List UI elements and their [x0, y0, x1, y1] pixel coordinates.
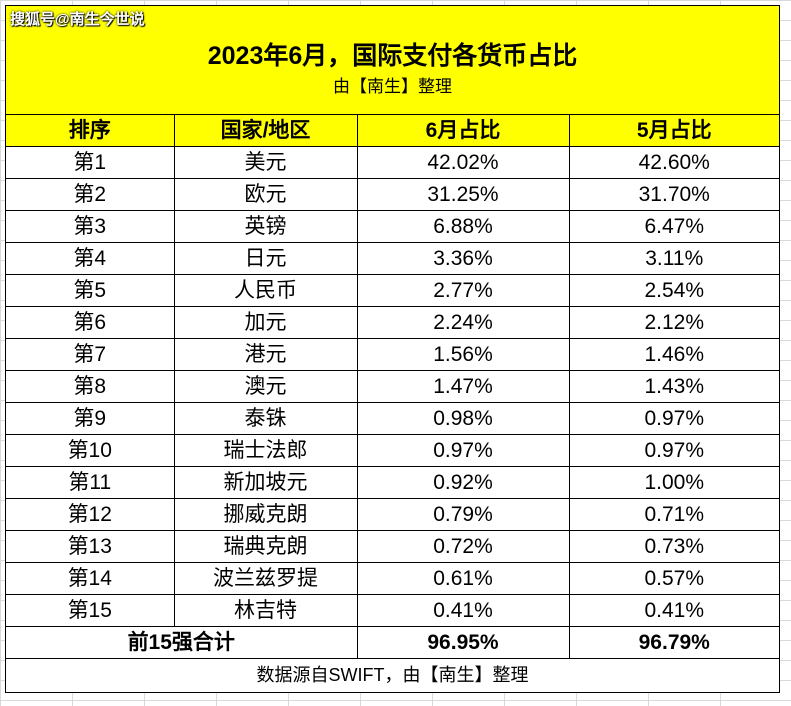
cell-region[interactable]: 日元 [173, 242, 358, 275]
table-row: 第13 瑞典克朗 0.72% 0.73% [6, 530, 779, 563]
cell-may-share[interactable]: 0.73% [568, 530, 779, 563]
table-body: 第1 美元 42.02% 42.60% 第2 欧元 31.25% 31.70% 第3 英镑 6.88… [6, 146, 779, 627]
cell-region[interactable]: 泰铢 [173, 402, 358, 435]
cell-rank[interactable]: 第14 [6, 562, 175, 595]
cell-may-share[interactable]: 1.46% [568, 338, 779, 371]
cell-june-share[interactable]: 0.79% [356, 498, 570, 531]
table-row: 第10 瑞士法郎 0.97% 0.97% [6, 434, 779, 467]
total-label[interactable]: 前15强合计 [6, 626, 358, 659]
cell-june-share[interactable]: 0.61% [356, 562, 570, 595]
cell-may-share[interactable]: 1.43% [568, 370, 779, 403]
cell-may-share[interactable]: 0.71% [568, 498, 779, 531]
cell-june-share[interactable]: 1.47% [356, 370, 570, 403]
cell-june-share[interactable]: 3.36% [356, 242, 570, 275]
table-row: 第4 日元 3.36% 3.11% [6, 242, 779, 275]
cell-region[interactable]: 英镑 [173, 210, 358, 243]
table-row: 第7 港元 1.56% 1.46% [6, 338, 779, 371]
cell-may-share[interactable]: 0.97% [568, 434, 779, 467]
cell-region[interactable]: 加元 [173, 306, 358, 339]
cell-region[interactable]: 挪威克朗 [173, 498, 358, 531]
cell-may-share[interactable]: 6.47% [568, 210, 779, 243]
total-row: 前15强合计 96.95% 96.79% [6, 626, 779, 659]
page-subtitle: 由【南生】整理 [333, 77, 452, 96]
cell-june-share[interactable]: 0.41% [356, 594, 570, 627]
header-may-share[interactable]: 5月占比 [568, 115, 779, 147]
cell-rank[interactable]: 第7 [6, 338, 175, 371]
cell-rank[interactable]: 第13 [6, 530, 175, 563]
watermark: 搜狐号@南生今世说 [10, 11, 145, 28]
cell-june-share[interactable]: 42.02% [356, 146, 570, 179]
cell-rank[interactable]: 第11 [6, 466, 175, 499]
cell-region[interactable]: 澳元 [173, 370, 358, 403]
cell-rank[interactable]: 第3 [6, 210, 175, 243]
table-row: 第15 林吉特 0.41% 0.41% [6, 594, 779, 627]
table-row: 第14 波兰兹罗提 0.61% 0.57% [6, 562, 779, 595]
cell-june-share[interactable]: 0.97% [356, 434, 570, 467]
header-june-share[interactable]: 6月占比 [356, 115, 570, 147]
cell-june-share[interactable]: 1.56% [356, 338, 570, 371]
currency-share-sheet: 搜狐号@南生今世说 2023年6月，国际支付各货币占比 由【南生】整理 排序 国… [5, 5, 780, 693]
cell-june-share[interactable]: 6.88% [356, 210, 570, 243]
title-block: 搜狐号@南生今世说 2023年6月，国际支付各货币占比 由【南生】整理 [6, 6, 779, 115]
cell-may-share[interactable]: 3.11% [568, 242, 779, 275]
cell-june-share[interactable]: 0.72% [356, 530, 570, 563]
table-row: 第9 泰铢 0.98% 0.97% [6, 402, 779, 435]
source-note: 数据源自SWIFT，由【南生】整理 [256, 665, 529, 685]
cell-region[interactable]: 林吉特 [173, 594, 358, 627]
cell-rank[interactable]: 第2 [6, 178, 175, 211]
cell-rank[interactable]: 第6 [6, 306, 175, 339]
cell-may-share[interactable]: 2.54% [568, 274, 779, 307]
cell-may-share[interactable]: 31.70% [568, 178, 779, 211]
cell-june-share[interactable]: 0.98% [356, 402, 570, 435]
total-june[interactable]: 96.95% [356, 626, 570, 659]
cell-june-share[interactable]: 2.77% [356, 274, 570, 307]
page-title: 2023年6月，国际支付各货币占比 [207, 42, 578, 70]
cell-rank[interactable]: 第8 [6, 370, 175, 403]
cell-rank[interactable]: 第9 [6, 402, 175, 435]
cell-rank[interactable]: 第15 [6, 594, 175, 627]
cell-june-share[interactable]: 2.24% [356, 306, 570, 339]
table-header-row: 排序 国家/地区 6月占比 5月占比 [6, 115, 779, 147]
cell-rank[interactable]: 第5 [6, 274, 175, 307]
cell-may-share[interactable]: 0.97% [568, 402, 779, 435]
cell-region[interactable]: 新加坡元 [173, 466, 358, 499]
table-row: 第3 英镑 6.88% 6.47% [6, 210, 779, 243]
cell-june-share[interactable]: 0.92% [356, 466, 570, 499]
total-may[interactable]: 96.79% [568, 626, 779, 659]
cell-region[interactable]: 波兰兹罗提 [173, 562, 358, 595]
table-row: 第11 新加坡元 0.92% 1.00% [6, 466, 779, 499]
header-region[interactable]: 国家/地区 [173, 115, 358, 147]
table-row: 第6 加元 2.24% 2.12% [6, 306, 779, 339]
cell-region[interactable]: 欧元 [173, 178, 358, 211]
cell-may-share[interactable]: 0.41% [568, 594, 779, 627]
table-row: 第12 挪威克朗 0.79% 0.71% [6, 498, 779, 531]
cell-region[interactable]: 港元 [173, 338, 358, 371]
header-rank[interactable]: 排序 [6, 115, 175, 147]
table-row: 第2 欧元 31.25% 31.70% [6, 178, 779, 211]
table-row: 第5 人民币 2.77% 2.54% [6, 274, 779, 307]
table-row: 第1 美元 42.02% 42.60% [6, 146, 779, 179]
currency-table: 排序 国家/地区 6月占比 5月占比 第1 美元 42.02% 42.60% 第2 欧元 3… [6, 115, 779, 659]
cell-rank[interactable]: 第1 [6, 146, 175, 179]
cell-may-share[interactable]: 1.00% [568, 466, 779, 499]
table-row: 第8 澳元 1.47% 1.43% [6, 370, 779, 403]
cell-region[interactable]: 美元 [173, 146, 358, 179]
cell-region[interactable]: 瑞士法郎 [173, 434, 358, 467]
cell-may-share[interactable]: 42.60% [568, 146, 779, 179]
cell-may-share[interactable]: 2.12% [568, 306, 779, 339]
cell-rank[interactable]: 第12 [6, 498, 175, 531]
cell-region[interactable]: 人民币 [173, 274, 358, 307]
cell-june-share[interactable]: 31.25% [356, 178, 570, 211]
cell-rank[interactable]: 第4 [6, 242, 175, 275]
cell-region[interactable]: 瑞典克朗 [173, 530, 358, 563]
cell-may-share[interactable]: 0.57% [568, 562, 779, 595]
cell-rank[interactable]: 第10 [6, 434, 175, 467]
